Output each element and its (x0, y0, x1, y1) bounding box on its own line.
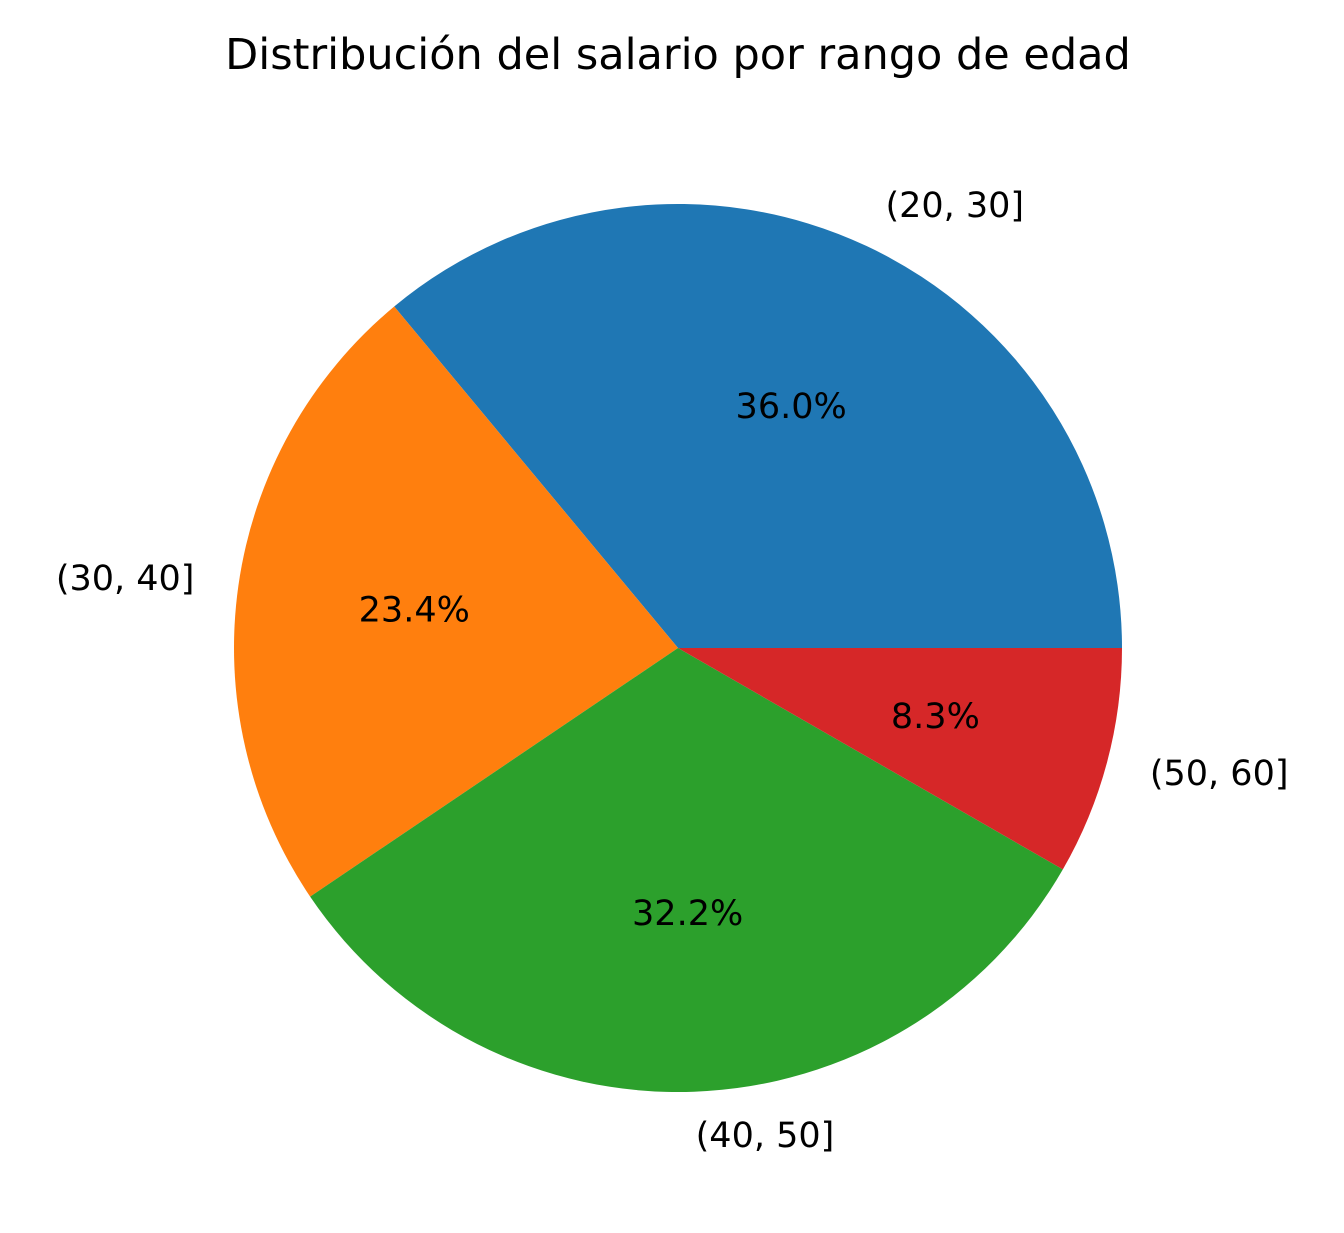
slice-percentage-label: 23.4% (359, 590, 470, 630)
slice-percentage-label: 32.2% (632, 894, 743, 934)
slice-category-label: (50, 60] (1150, 754, 1289, 794)
chart-title: Distribución del salario por rango de ed… (225, 30, 1131, 80)
slice-percentage-label: 36.0% (736, 387, 847, 427)
slice-category-label: (20, 30] (885, 186, 1024, 226)
slice-category-label: (40, 50] (696, 1116, 835, 1156)
slice-percentage-label: 8.3% (891, 697, 980, 737)
pie-slices (234, 204, 1122, 1092)
slice-category-label: (30, 40] (56, 559, 195, 599)
